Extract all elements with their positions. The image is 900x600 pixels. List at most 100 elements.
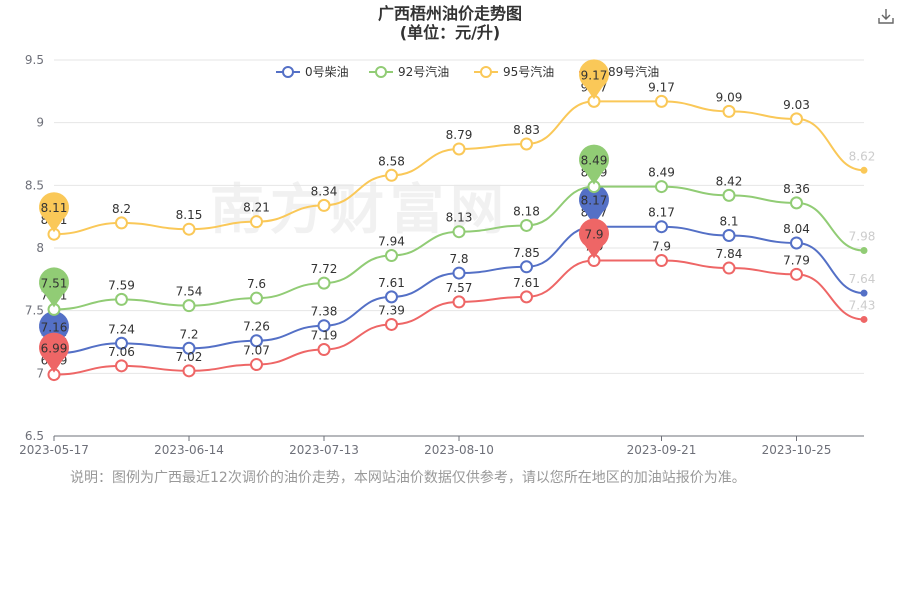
data-label: 8.42 (716, 174, 743, 188)
data-label: 9.09 (716, 90, 743, 104)
data-label: 7.59 (108, 278, 135, 292)
data-label: 8.34 (311, 184, 338, 198)
legend-item[interactable]: 0号柴油 (276, 65, 349, 79)
data-point (317, 343, 331, 357)
data-point (317, 276, 331, 290)
max-pin-shape (579, 184, 610, 225)
data-point (655, 180, 668, 194)
min-pin: 6.99 (39, 332, 70, 373)
data-point (385, 168, 398, 182)
chart-subtitle: (单位：元/升) (399, 23, 501, 42)
data-point (722, 228, 736, 242)
data-point (860, 289, 868, 297)
y-tick-label: 8.5 (25, 178, 44, 192)
data-point (520, 137, 533, 151)
data-point (520, 290, 533, 304)
data-point (452, 225, 466, 239)
data-label: 7.6 (247, 277, 266, 291)
download-icon[interactable] (876, 6, 896, 26)
y-tick-label: 8 (36, 241, 44, 255)
max-pin-label: 8.17 (581, 194, 608, 208)
max-pin: 8.17 (579, 184, 610, 225)
min-pin: 7.51 (39, 267, 70, 308)
chart-title-main: 广西梧州油价走势图 (377, 4, 522, 23)
data-point (115, 292, 128, 306)
data-point (520, 218, 533, 232)
data-label: 9.17 (648, 80, 675, 94)
data-label: 7.07 (243, 344, 270, 358)
data-point (317, 319, 331, 333)
x-tick-label: 2023-10-25 (762, 443, 832, 457)
data-label: 7.94 (378, 235, 405, 249)
data-point (655, 94, 668, 108)
min-pin-label: 7.16 (41, 320, 68, 334)
max-pin-shape (579, 144, 610, 185)
data-point (790, 236, 803, 250)
data-label: 7.39 (378, 303, 405, 317)
data-point (722, 188, 736, 202)
data-label: 8.18 (513, 204, 540, 218)
data-label: 8.1 (719, 214, 738, 228)
y-tick-label: 6.5 (25, 429, 44, 443)
data-point (250, 215, 263, 229)
legend-label: 0号柴油 (305, 65, 349, 79)
min-pin-shape (39, 332, 70, 373)
data-label: 7.54 (176, 285, 203, 299)
min-pin-label: 7.51 (41, 276, 68, 290)
data-label: 8.58 (378, 154, 405, 168)
data-label: 7.61 (378, 276, 405, 290)
max-pin-label: 8.49 (581, 154, 608, 168)
min-pin-shape (39, 192, 70, 233)
data-label: 7.57 (446, 281, 473, 295)
y-tick-label: 7 (36, 366, 44, 380)
data-point (790, 196, 803, 210)
x-tick-label: 2023-07-13 (289, 443, 359, 457)
data-point (655, 254, 668, 268)
data-label: 7.84 (716, 247, 743, 261)
legend-item[interactable]: 92号汽油 (369, 64, 449, 79)
data-point (385, 249, 398, 263)
legend-item[interactable]: 95号汽油 (474, 64, 554, 79)
data-point (182, 341, 196, 355)
data-label: 7.79 (783, 253, 810, 267)
x-tick-label: 2023-09-21 (627, 443, 697, 457)
data-label: 7.2 (179, 327, 198, 341)
y-tick-label: 7.5 (25, 304, 44, 318)
data-point (452, 142, 466, 156)
data-label: 8.79 (446, 128, 473, 142)
data-label: 7.64 (849, 272, 876, 286)
data-point (182, 364, 196, 378)
max-pin: 9.17 (579, 59, 610, 100)
chart-note: 说明：图例为广西最近12次调价的油价走势，本网站油价数据仅供参考，请以您所在地区… (70, 470, 746, 486)
data-point (115, 359, 128, 373)
min-pin-shape (39, 311, 70, 352)
data-point (452, 295, 466, 309)
legend-label: 95号汽油 (503, 64, 554, 79)
x-tick-label: 2023-06-14 (154, 443, 224, 457)
legend-marker (375, 66, 387, 78)
data-point (385, 290, 398, 304)
data-point (860, 247, 868, 255)
data-point (790, 112, 803, 126)
data-label: 7.72 (311, 262, 338, 276)
data-label: 7.8 (449, 252, 468, 266)
data-label: 7.98 (849, 230, 876, 244)
data-point (182, 299, 196, 313)
data-point (115, 216, 128, 230)
min-pin: 7.16 (39, 311, 70, 352)
max-pin-shape (579, 218, 610, 259)
legend-marker (282, 66, 294, 78)
data-label: 7.61 (513, 276, 540, 290)
data-point (115, 336, 128, 350)
max-pin: 7.9 (579, 218, 610, 259)
min-pin-shape (39, 267, 70, 308)
data-point (722, 261, 736, 275)
y-tick-label: 9.5 (25, 53, 44, 67)
data-label: 7.02 (176, 350, 203, 364)
data-label: 8.83 (513, 123, 540, 137)
min-pin: 8.11 (39, 192, 70, 233)
data-point (317, 198, 331, 212)
data-point (655, 220, 668, 234)
x-tick-label: 2023-08-10 (424, 443, 494, 457)
data-label: 7.38 (311, 305, 338, 319)
